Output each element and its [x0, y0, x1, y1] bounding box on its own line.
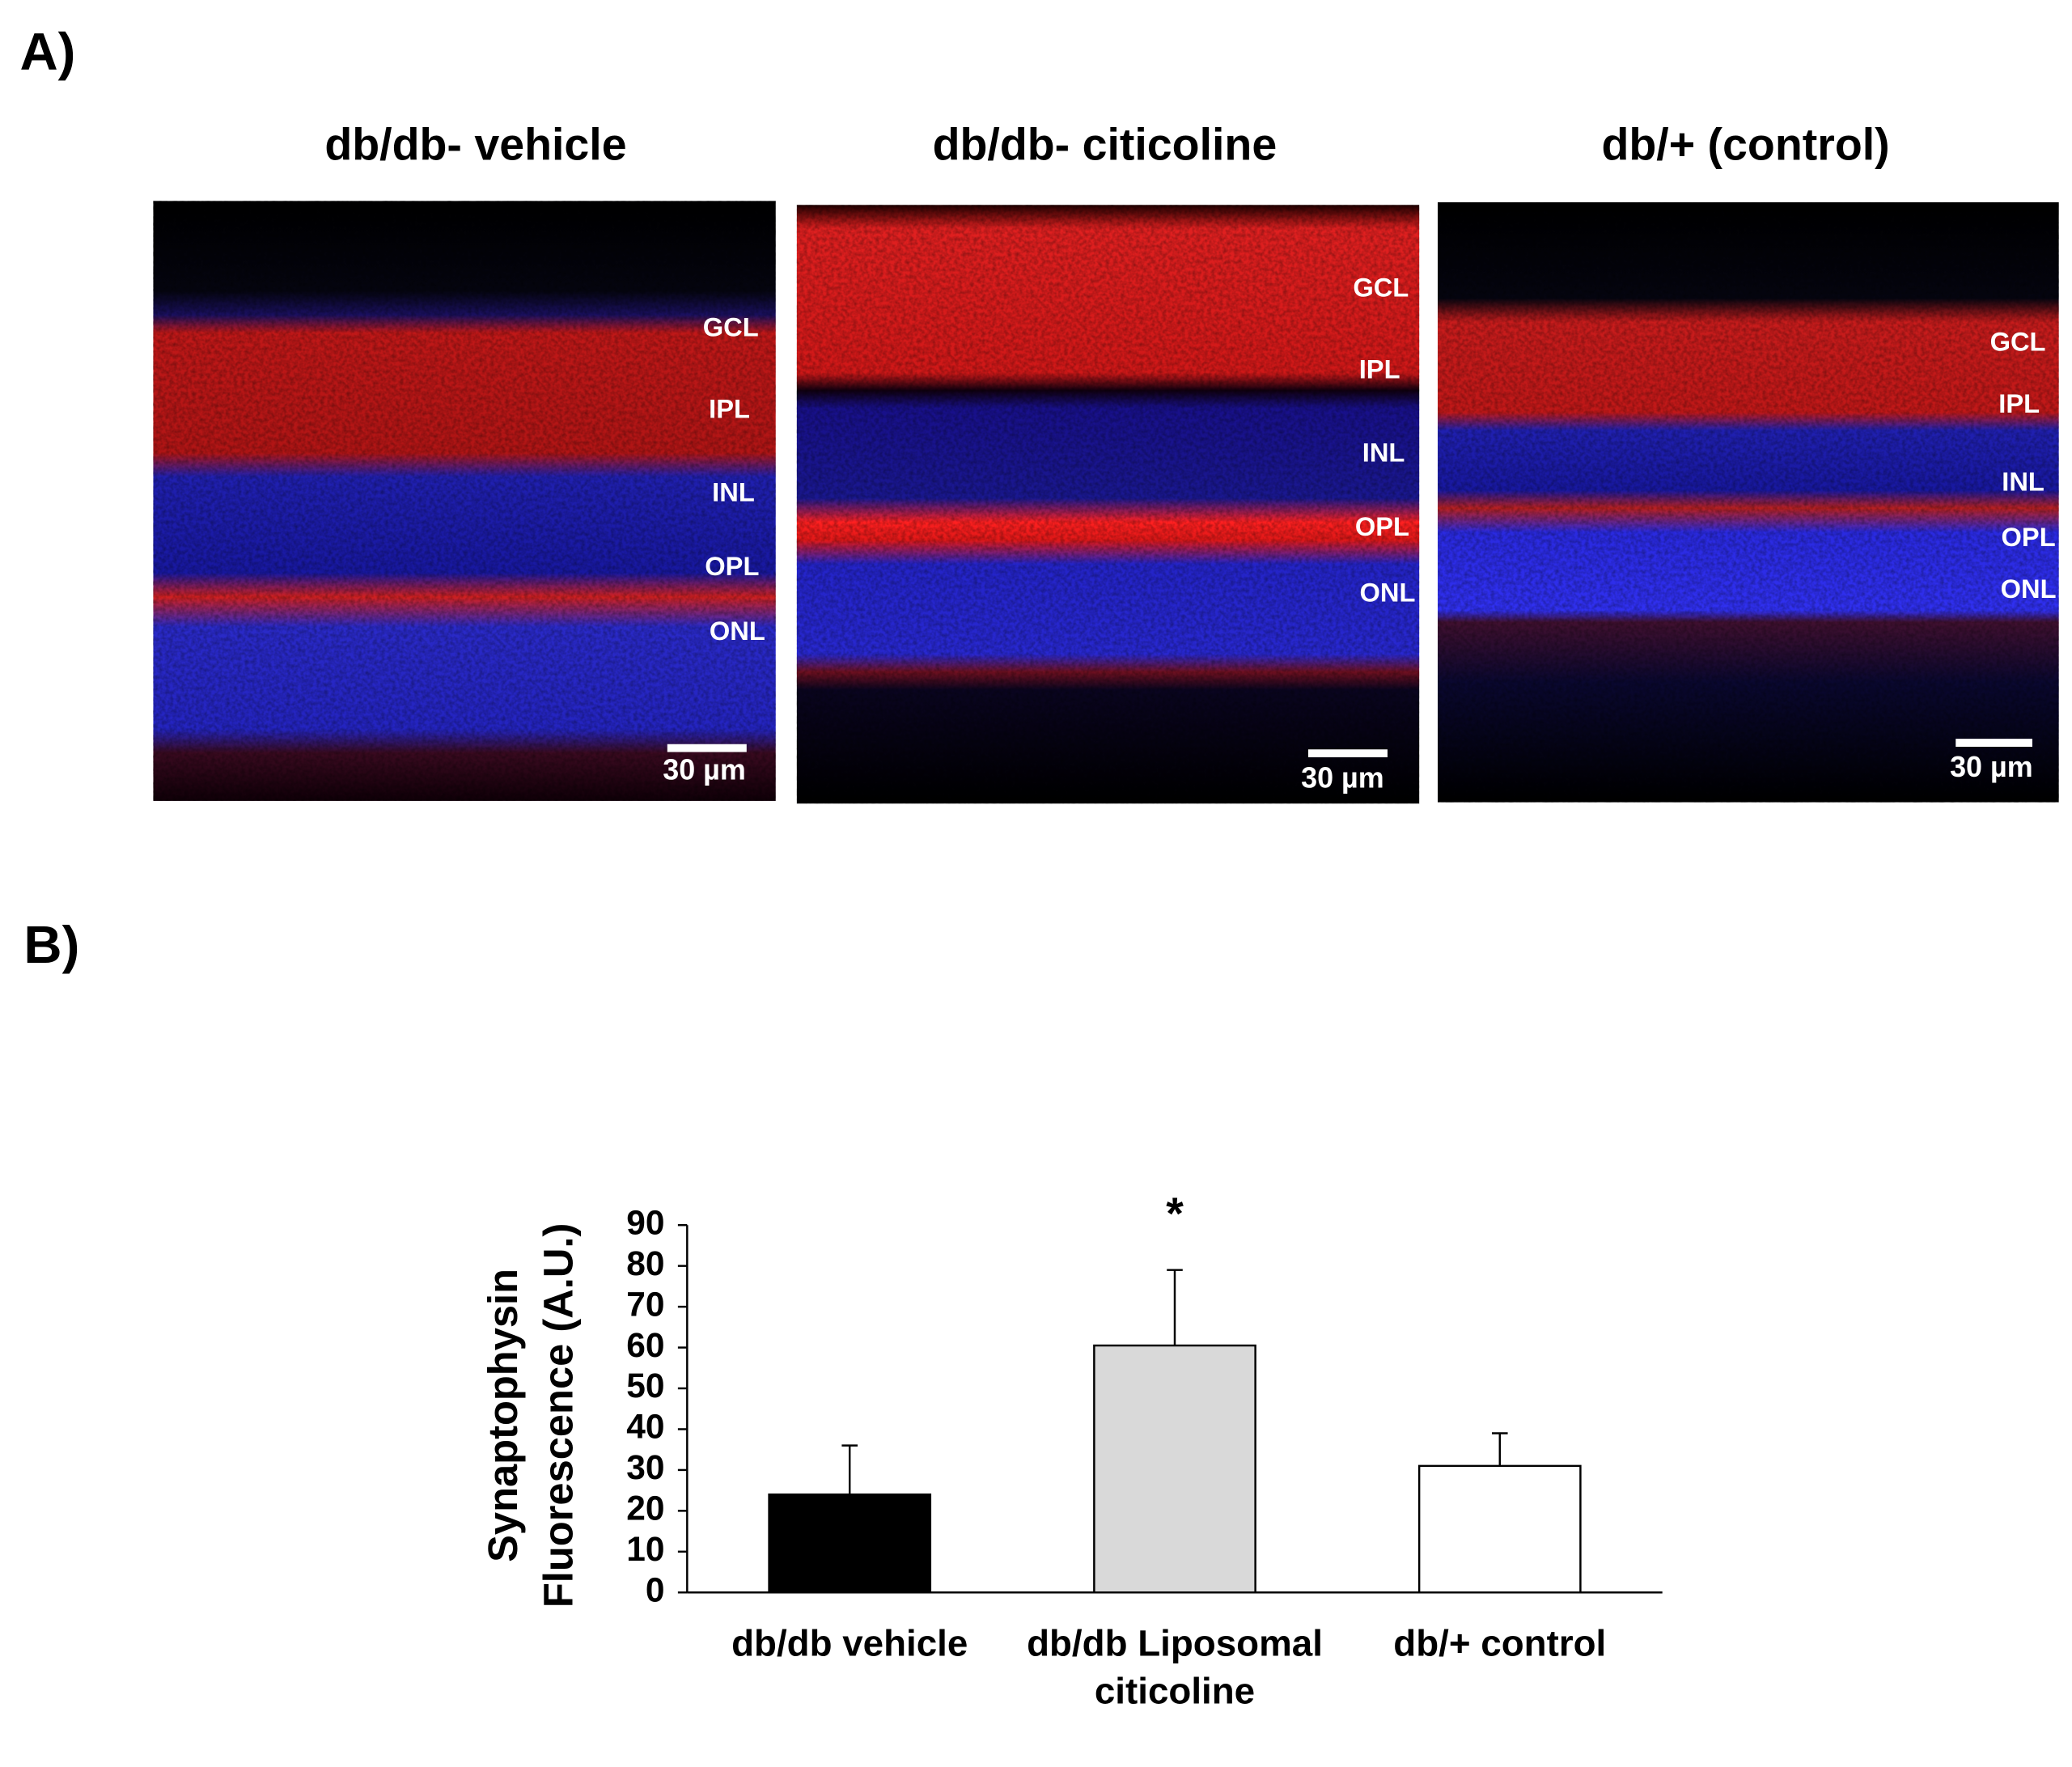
y-tick-label: 0 [646, 1570, 665, 1608]
layer-label: ONL [1359, 578, 1415, 608]
y-tick-label: 90 [626, 1203, 664, 1241]
y-tick-label: 40 [626, 1408, 664, 1446]
layer-label: IPL [1998, 388, 2040, 418]
y-tick-label: 80 [626, 1244, 664, 1282]
y-tick-label: 60 [626, 1326, 664, 1364]
layer-label: INL [712, 477, 755, 507]
x-tick-label: db/db vehicle [731, 1622, 968, 1664]
panel-label: A) [19, 22, 75, 81]
y-tick-label: 30 [626, 1448, 664, 1486]
y-tick-label: 70 [626, 1285, 664, 1323]
bar [1417, 1464, 1582, 1594]
x-tick-label: db/+ control [1393, 1622, 1607, 1664]
scale-bar-label: 30 µm [1950, 750, 2033, 783]
y-tick-label: 10 [626, 1530, 664, 1568]
layer-label: ONL [710, 616, 765, 646]
y-tick-label: 50 [626, 1367, 664, 1405]
layer-label: OPL [2002, 522, 2056, 552]
significance-marker: * [1166, 1189, 1184, 1239]
scale-bar-label: 30 µm [1301, 761, 1384, 794]
image-title: db/+ (control) [1601, 120, 1889, 170]
image-title: db/db- vehicle [324, 120, 626, 170]
layer-label: INL [1362, 438, 1405, 468]
image-title: db/db- citicoline [933, 120, 1278, 170]
bar [768, 1493, 932, 1594]
micrograph-texture [1438, 202, 2059, 803]
y-axis-label: Fluorescence (A.U.) [536, 1223, 582, 1608]
x-tick-label: db/db Liposomal citicoline [1027, 1622, 1323, 1712]
micrograph-texture [796, 205, 1420, 804]
layer-label: IPL [709, 394, 750, 424]
x-tick-label-box: db/db Liposomal citicoline [1027, 1622, 1323, 1712]
layer-label: OPL [1355, 511, 1409, 541]
scale-bar-label: 30 µm [663, 752, 746, 786]
x-tick-label-box: db/db vehicle [731, 1622, 968, 1664]
layer-label: GCL [703, 311, 759, 341]
bar [1093, 1344, 1256, 1594]
x-tick-label-box: db/+ control [1393, 1622, 1607, 1664]
layer-label: OPL [705, 551, 759, 581]
micrograph-texture [153, 201, 776, 801]
y-axis-label: Synaptophysin [480, 1269, 526, 1562]
layer-label: ONL [2001, 574, 2057, 604]
y-tick-label: 20 [626, 1489, 664, 1528]
layer-label: IPL [1359, 354, 1400, 384]
layer-label: INL [2002, 467, 2044, 497]
panel-label: B) [23, 915, 79, 974]
layer-label: GCL [1353, 272, 1409, 302]
layer-label: GCL [1990, 326, 2046, 356]
